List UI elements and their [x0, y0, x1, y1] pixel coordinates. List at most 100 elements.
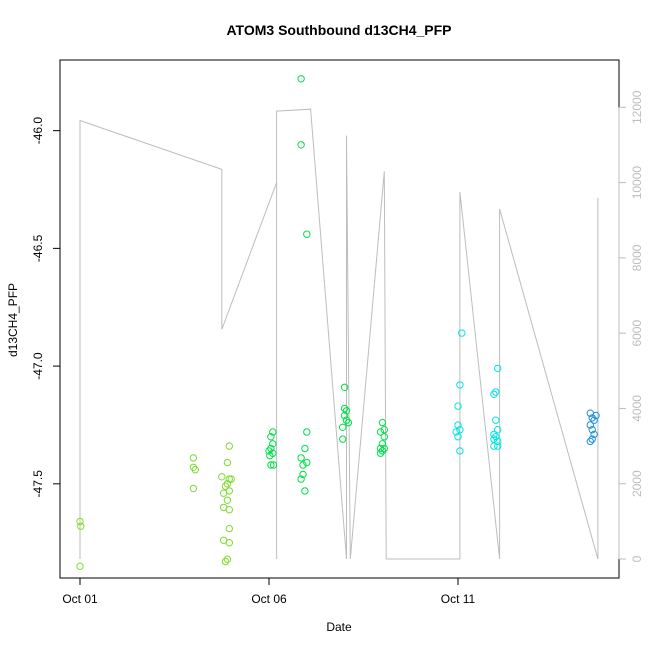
data-point	[454, 421, 462, 429]
data-point	[490, 435, 498, 443]
y2-tick-label: 12000	[630, 90, 644, 124]
x-tick-label: Oct 06	[251, 592, 287, 606]
x-tick-label: Oct 11	[441, 592, 476, 606]
data-point	[223, 458, 232, 467]
y2-tick-label: 8000	[630, 244, 644, 271]
data-point	[376, 449, 385, 457]
data-point	[454, 433, 462, 441]
data-point	[342, 416, 351, 424]
data-point	[378, 447, 387, 455]
data-point	[225, 539, 234, 547]
data-point	[456, 381, 464, 389]
data-point	[380, 433, 388, 441]
data-point	[492, 433, 500, 441]
chart-title: ATOM3 Southbound d13CH4_PFP	[226, 22, 451, 38]
y2-tick-label: 4000	[630, 395, 644, 422]
data-point	[303, 230, 311, 238]
data-point	[458, 329, 466, 337]
data-point	[218, 473, 226, 481]
y-tick-label: -46.5	[31, 234, 45, 262]
data-point	[494, 437, 502, 446]
data-point	[456, 426, 464, 434]
data-point	[267, 433, 275, 441]
data-point	[380, 444, 388, 453]
data-point	[225, 524, 234, 533]
altitude-axis: 0 2000 4000 6000 8000 10000 12000	[618, 90, 644, 562]
data-point	[494, 364, 502, 373]
data-point	[76, 517, 84, 526]
data-point	[189, 454, 198, 462]
y2-tick-label: 10000	[630, 166, 644, 200]
data-point	[340, 383, 349, 391]
data-point	[223, 555, 232, 563]
data-point	[267, 461, 275, 469]
y-tick-label: -46.0	[31, 117, 45, 145]
data-point	[339, 423, 347, 431]
data-point	[225, 442, 234, 450]
y-axis-label: d13CH4_PFP	[6, 283, 20, 357]
y2-tick-label: 2000	[630, 470, 644, 497]
data-point	[344, 418, 353, 427]
data-point	[494, 442, 502, 450]
data-point	[588, 414, 596, 422]
y-axis: -47.5 -47.0 -46.5 -46.0	[31, 117, 61, 497]
data-point	[77, 522, 85, 530]
data-point	[297, 475, 305, 483]
data-point	[191, 466, 200, 474]
data-point	[456, 447, 464, 455]
data-point	[223, 496, 232, 504]
data-point	[454, 402, 462, 410]
data-point	[301, 487, 309, 495]
data-point	[492, 388, 500, 396]
data-point	[586, 437, 594, 446]
data-point	[490, 390, 498, 398]
data-point	[380, 426, 388, 434]
data-point	[76, 562, 84, 570]
data-point	[225, 506, 234, 514]
data-point	[297, 141, 305, 149]
data-point	[490, 442, 498, 450]
data-point	[378, 440, 387, 448]
data-point	[301, 444, 309, 453]
data-points	[76, 75, 600, 570]
data-point	[297, 75, 305, 83]
data-point	[227, 475, 235, 483]
data-point	[586, 421, 594, 429]
data-point	[494, 426, 502, 434]
y2-tick-label: 0	[630, 555, 644, 562]
data-point	[376, 428, 385, 436]
data-point	[303, 428, 311, 436]
data-point	[590, 430, 598, 439]
data-point	[269, 461, 278, 469]
x-axis-label: Date	[326, 620, 352, 634]
data-point	[588, 435, 596, 443]
data-point	[299, 461, 307, 469]
data-point	[340, 404, 349, 413]
data-point	[376, 444, 385, 453]
y-tick-label: -47.0	[31, 352, 45, 380]
x-tick-label: Oct 01	[62, 592, 98, 606]
data-point	[225, 475, 234, 483]
data-point	[265, 447, 273, 455]
data-point	[269, 428, 277, 436]
data-point	[189, 463, 198, 471]
y2-tick-label: 6000	[630, 320, 644, 347]
x-axis: Oct 01 Oct 06 Oct 11	[62, 577, 476, 606]
data-point	[340, 411, 349, 420]
data-point	[303, 458, 311, 467]
data-point	[269, 440, 277, 448]
data-point	[189, 484, 198, 493]
plot-frame	[59, 59, 620, 579]
data-point	[266, 451, 274, 460]
altitude-trace	[79, 108, 599, 560]
data-point	[342, 407, 351, 415]
data-point	[590, 416, 598, 424]
data-point	[221, 482, 230, 490]
data-point	[223, 480, 232, 488]
data-point	[299, 470, 307, 479]
data-point	[492, 416, 500, 424]
data-point	[490, 430, 498, 439]
data-point	[267, 444, 275, 453]
data-point	[297, 454, 305, 462]
